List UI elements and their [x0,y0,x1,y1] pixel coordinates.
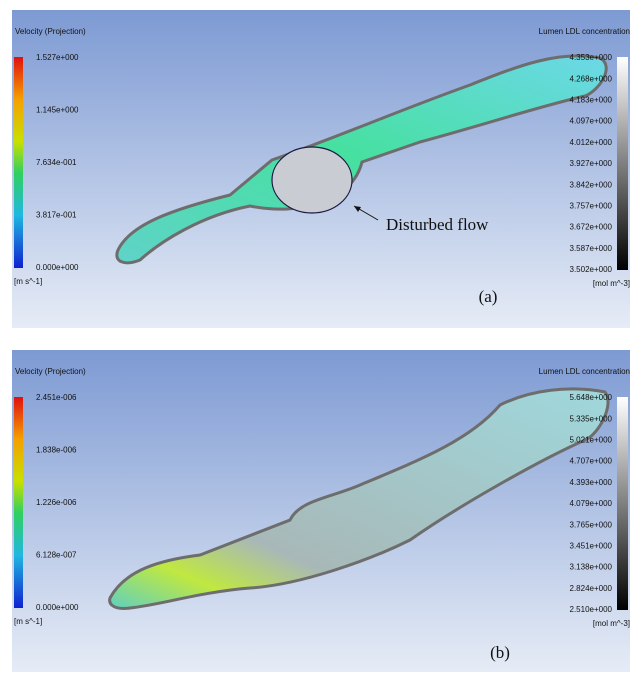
legend-unit: [m s^-1] [14,617,42,626]
legend-label: 3.502e+000 [570,265,613,274]
legend-label: 4.707e+000 [570,457,613,466]
legend-label: 4.079e+000 [570,499,613,508]
legend-label: 1.145e+000 [36,106,79,115]
legend-label: 3.138e+000 [570,563,613,572]
velocity-colorbar [14,397,23,608]
annotation: Disturbed flow [386,215,489,234]
legend-label: 3.451e+000 [570,542,613,551]
legend-label: 4.268e+000 [570,74,613,83]
figure: Velocity (Projection) 1.527e+000 1.145e+00… [0,0,634,679]
legend-label: 3.927e+000 [570,159,613,168]
legend-label: 3.672e+000 [570,223,613,232]
legend-label: 5.021e+000 [570,436,613,445]
legend-label: 4.012e+000 [570,138,613,147]
ldl-colorbar [617,397,628,610]
legend-label: 1.838e-006 [36,446,77,455]
legend-label: 6.128e-007 [36,551,77,560]
legend-label: 5.335e+000 [570,414,613,423]
legend-unit: [mol m^-3] [593,619,630,628]
legend-title: Lumen LDL concentration [539,27,630,36]
legend-unit: [mol m^-3] [593,279,630,288]
legend-label: 4.097e+000 [570,117,613,126]
legend-label: 4.353e+000 [570,53,613,62]
legend-label: 2.824e+000 [570,584,613,593]
legend-label: 2.510e+000 [570,605,613,614]
legend-label: 1.527e+000 [36,53,79,62]
legend-label: 3.757e+000 [570,202,613,211]
legend-label: 7.634e-001 [36,158,77,167]
legend-label: 5.648e+000 [570,393,613,402]
legend-label: 0.000e+000 [36,263,79,272]
legend-label: 4.393e+000 [570,478,613,487]
legend-label: 4.183e+000 [570,96,613,105]
legend-label: 0.000e+000 [36,603,79,612]
legend-label: 3.765e+000 [570,520,613,529]
legend-label: 3.587e+000 [570,244,613,253]
legend-label: 2.451e-006 [36,393,77,402]
panel-label: (b) [490,643,510,662]
legend-label: 3.817e-001 [36,211,77,220]
velocity-colorbar [14,57,23,268]
legend-title: Lumen LDL concentration [539,367,630,376]
legend-unit: [m s^-1] [14,277,42,286]
panel-label: (a) [479,287,498,306]
legend-label: 3.842e+000 [570,180,613,189]
legend-title: Velocity (Projection) [15,27,86,36]
legend-title: Velocity (Projection) [15,367,86,376]
highlight-ellipse [272,147,352,213]
legend-label: 1.226e-006 [36,498,77,507]
ldl-colorbar [617,57,628,270]
